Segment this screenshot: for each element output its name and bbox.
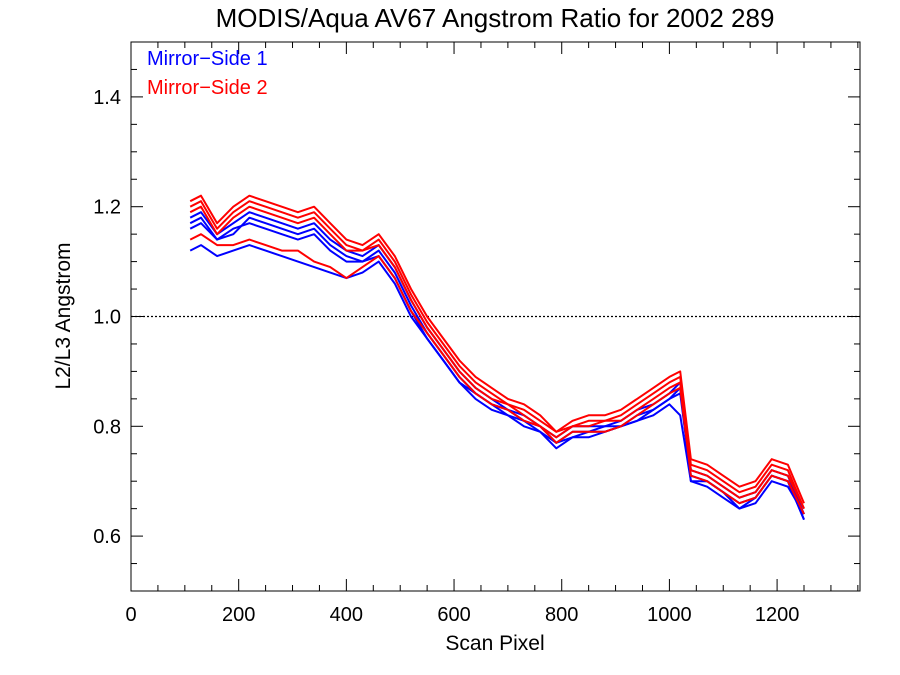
y-tick-label: 1.4 — [93, 87, 121, 109]
y-tick-label: 1.2 — [93, 197, 121, 219]
x-tick-label: 600 — [437, 604, 470, 626]
x-axis-title: Scan Pixel — [445, 632, 544, 655]
y-tick-labels: 0.6 0.8 1.0 1.2 1.4 — [93, 87, 121, 548]
series-line-mirror-side-2 — [189, 233, 805, 515]
y-tick-label: 0.8 — [93, 416, 121, 438]
series-line-mirror-side-2 — [189, 200, 805, 509]
series-line-mirror-side-2 — [189, 194, 805, 504]
x-tick-labels: 0 200 400 600 800 1000 1200 — [125, 604, 799, 626]
x-tick-label: 0 — [125, 604, 136, 626]
series-group — [189, 194, 805, 520]
x-tick-label: 400 — [330, 604, 363, 626]
legend-mirror-side-1: Mirror−Side 1 — [147, 48, 268, 70]
legend-mirror-side-2: Mirror−Side 2 — [147, 77, 268, 99]
x-tick-label: 1200 — [755, 604, 800, 626]
y-tick-label: 1.0 — [93, 307, 121, 329]
legend: Mirror−Side 1 Mirror−Side 2 — [147, 48, 268, 99]
x-tick-label: 1000 — [647, 604, 692, 626]
y-tick-label: 0.6 — [93, 526, 121, 548]
x-tick-label: 800 — [545, 604, 578, 626]
chart-title: MODIS/Aqua AV67 Angstrom Ratio for 2002 … — [216, 3, 775, 33]
series-line-mirror-side-1 — [189, 216, 805, 520]
x-tick-label: 200 — [222, 604, 255, 626]
series-line-mirror-side-1 — [189, 244, 805, 515]
y-axis-title: L2/L3 Angstrom — [52, 242, 75, 389]
axis-ticks — [130, 41, 860, 592]
series-line-mirror-side-2 — [189, 205, 805, 510]
